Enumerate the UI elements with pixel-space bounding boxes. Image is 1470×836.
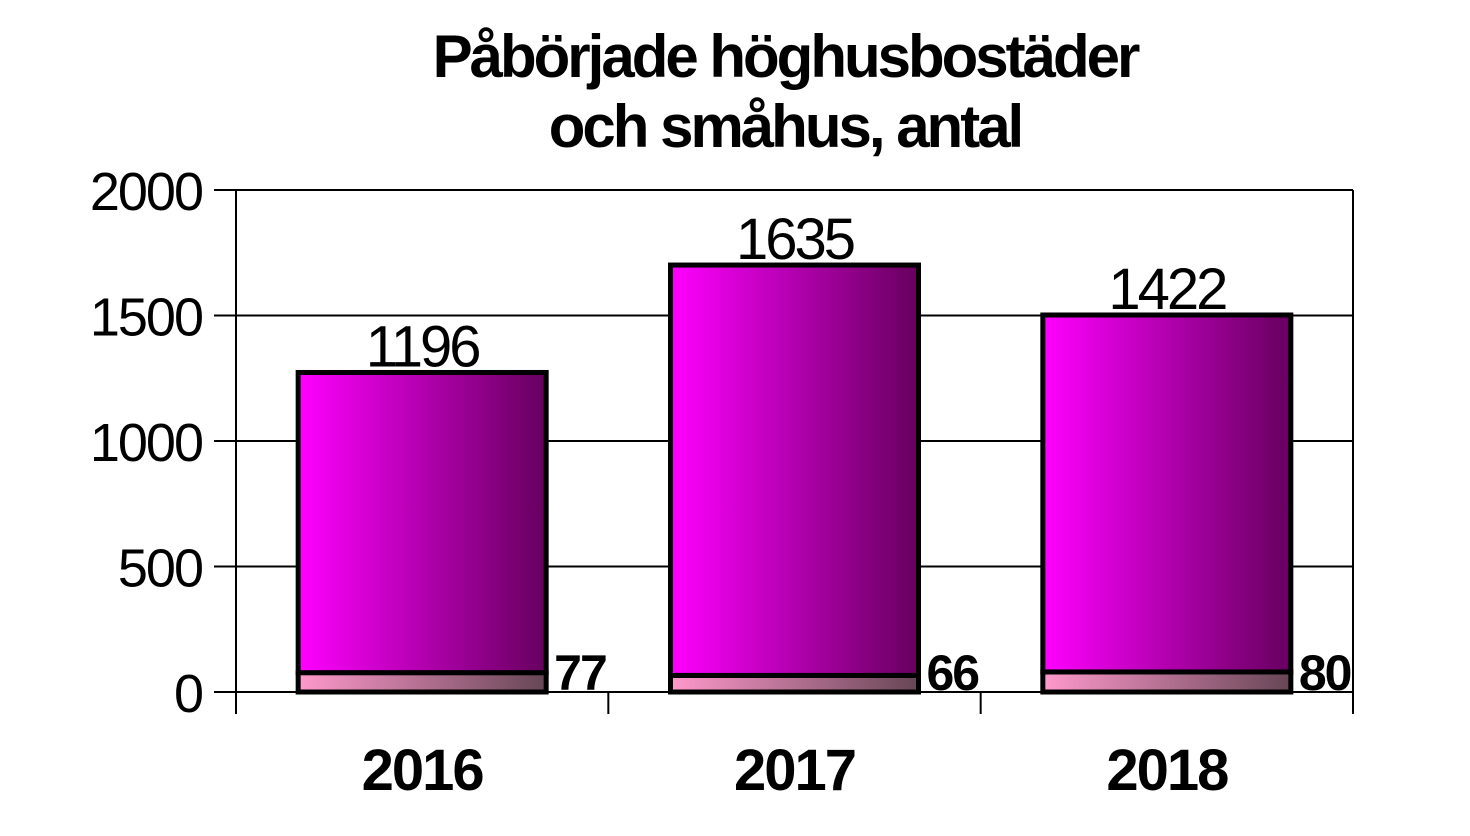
data-label-top: 1196 [366,314,479,379]
data-label-bottom: 66 [927,645,979,701]
x-category-label: 2016 [362,738,484,803]
bar-layer [295,262,1294,695]
bar-segment-2017-top [668,262,921,678]
bar-segment-2018-bottom [1040,669,1294,695]
bar-segment-2016-bottom [295,670,549,695]
y-tick-label: 0 [174,664,202,724]
data-label-top: 1635 [736,207,854,272]
x-category-label: 2018 [1106,738,1228,803]
data-label-top: 1422 [1108,257,1226,322]
chart-title-line-1: Påbörjade höghusbostäder [432,23,1141,90]
bar-segment-2016-top [295,369,549,676]
data-label-bottom: 80 [1299,645,1351,701]
y-tick-label: 1500 [90,288,202,348]
chart-title: Påbörjade höghusbostäder och småhus, ant… [0,22,1470,162]
y-tick-label: 2000 [90,162,202,222]
y-tick-label: 500 [118,539,202,599]
x-category-label: 2017 [734,738,855,803]
chart-title-line-2: och småhus, antal [548,93,1024,160]
bar-segment-2018-top [1040,312,1294,675]
data-label-bottom: 77 [554,645,606,701]
label-layer: 0 500 1000 1500 2000 1196 77 2016 1635 66 2017 1422… [90,162,1353,803]
y-tick-label: 1000 [90,413,202,473]
axis-layer [214,189,1354,714]
